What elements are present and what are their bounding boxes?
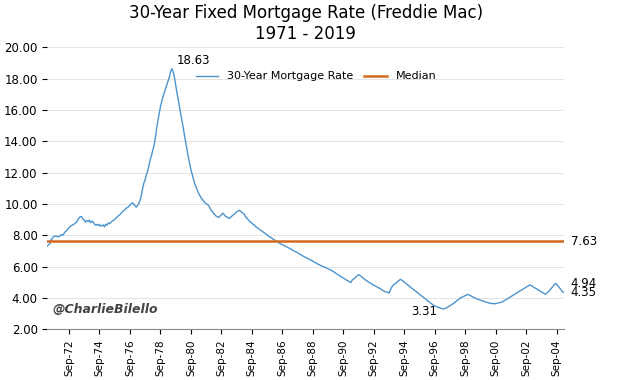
Legend: 30-Year Mortgage Rate, Median: 30-Year Mortgage Rate, Median (192, 67, 441, 86)
30-Year Mortgage Rate (43, 244, 51, 248)
30-Year Mortgage Rate (332, 271, 339, 276)
Text: 4.35: 4.35 (571, 286, 596, 299)
Line: 30-Year Mortgage Rate: 30-Year Mortgage Rate (47, 69, 564, 309)
Median (43, 239, 51, 244)
30-Year Mortgage Rate (511, 292, 519, 296)
30-Year Mortgage Rate (217, 213, 225, 217)
Title: 30-Year Fixed Mortgage Rate (Freddie Mac)
1971 - 2019: 30-Year Fixed Mortgage Rate (Freddie Mac… (129, 4, 483, 43)
30-Year Mortgage Rate (423, 298, 431, 302)
Text: 4.94: 4.94 (571, 277, 597, 290)
30-Year Mortgage Rate (168, 66, 176, 71)
Text: 18.63: 18.63 (177, 54, 210, 67)
Median (45, 239, 52, 244)
30-Year Mortgage Rate (560, 290, 568, 295)
Text: 3.31: 3.31 (412, 305, 438, 318)
Text: @CharlieBilello: @CharlieBilello (52, 302, 158, 315)
30-Year Mortgage Rate (408, 286, 416, 291)
30-Year Mortgage Rate (440, 307, 447, 311)
Text: 7.63: 7.63 (571, 235, 597, 248)
30-Year Mortgage Rate (200, 199, 208, 203)
